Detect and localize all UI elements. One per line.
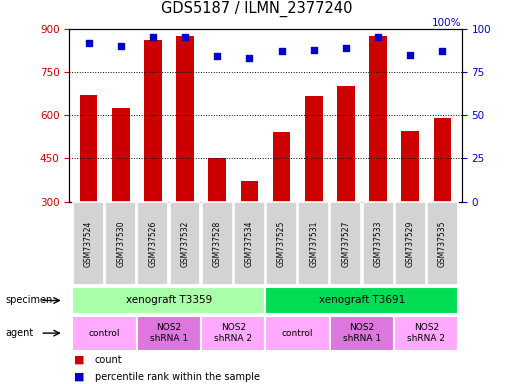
- Text: GSM737533: GSM737533: [373, 220, 383, 267]
- Text: GSM737534: GSM737534: [245, 220, 254, 267]
- Bar: [401, 131, 419, 202]
- Bar: [105, 202, 136, 285]
- Text: 100%: 100%: [432, 18, 462, 28]
- Text: specimen: specimen: [5, 295, 52, 306]
- Text: control: control: [89, 329, 121, 338]
- Bar: [266, 202, 297, 285]
- Bar: [433, 118, 451, 202]
- Text: GSM737529: GSM737529: [406, 221, 415, 267]
- Bar: [241, 182, 258, 202]
- Text: NOS2
shRNA 2: NOS2 shRNA 2: [214, 323, 252, 343]
- Text: count: count: [95, 355, 123, 365]
- Text: GSM737526: GSM737526: [148, 221, 157, 267]
- Text: NOS2
shRNA 1: NOS2 shRNA 1: [343, 323, 381, 343]
- Bar: [176, 36, 194, 202]
- Bar: [330, 202, 361, 285]
- Point: [149, 34, 157, 40]
- Bar: [72, 286, 266, 314]
- Text: GSM737527: GSM737527: [341, 221, 350, 267]
- Point: [278, 48, 286, 54]
- Bar: [305, 96, 323, 202]
- Text: percentile rank within the sample: percentile rank within the sample: [95, 372, 260, 382]
- Point: [374, 34, 382, 40]
- Bar: [80, 95, 97, 202]
- Point: [406, 51, 415, 58]
- Point: [116, 43, 125, 49]
- Text: xenograft T3359: xenograft T3359: [126, 295, 212, 306]
- Bar: [234, 202, 265, 285]
- Point: [245, 55, 253, 61]
- Bar: [112, 108, 130, 202]
- Bar: [395, 202, 426, 285]
- Text: NOS2
shRNA 2: NOS2 shRNA 2: [407, 323, 445, 343]
- Bar: [273, 132, 290, 202]
- Bar: [427, 202, 458, 285]
- Point: [181, 34, 189, 40]
- Bar: [137, 202, 168, 285]
- Point: [342, 45, 350, 51]
- Bar: [170, 202, 201, 285]
- Text: GSM737531: GSM737531: [309, 221, 318, 267]
- Text: GSM737525: GSM737525: [277, 221, 286, 267]
- Text: GSM737535: GSM737535: [438, 220, 447, 267]
- Text: GSM737532: GSM737532: [181, 221, 190, 267]
- Bar: [73, 202, 104, 285]
- Bar: [330, 316, 394, 351]
- Text: control: control: [282, 329, 313, 338]
- Bar: [144, 40, 162, 202]
- Bar: [266, 286, 459, 314]
- Bar: [363, 202, 393, 285]
- Bar: [337, 86, 355, 202]
- Bar: [369, 36, 387, 202]
- Bar: [201, 316, 266, 351]
- Bar: [208, 158, 226, 202]
- Text: xenograft T3691: xenograft T3691: [319, 295, 405, 306]
- Text: ■: ■: [74, 372, 85, 382]
- Point: [213, 53, 221, 60]
- Bar: [298, 202, 329, 285]
- Text: GDS5187 / ILMN_2377240: GDS5187 / ILMN_2377240: [161, 1, 352, 17]
- Bar: [72, 316, 137, 351]
- Text: GSM737524: GSM737524: [84, 221, 93, 267]
- Point: [438, 48, 446, 54]
- Text: GSM737528: GSM737528: [213, 221, 222, 267]
- Bar: [137, 316, 201, 351]
- Point: [310, 46, 318, 53]
- Text: NOS2
shRNA 1: NOS2 shRNA 1: [150, 323, 188, 343]
- Bar: [394, 316, 459, 351]
- Text: agent: agent: [5, 328, 33, 338]
- Text: ■: ■: [74, 355, 85, 365]
- Point: [85, 40, 93, 46]
- Bar: [266, 316, 330, 351]
- Text: GSM737530: GSM737530: [116, 220, 125, 267]
- Bar: [202, 202, 233, 285]
